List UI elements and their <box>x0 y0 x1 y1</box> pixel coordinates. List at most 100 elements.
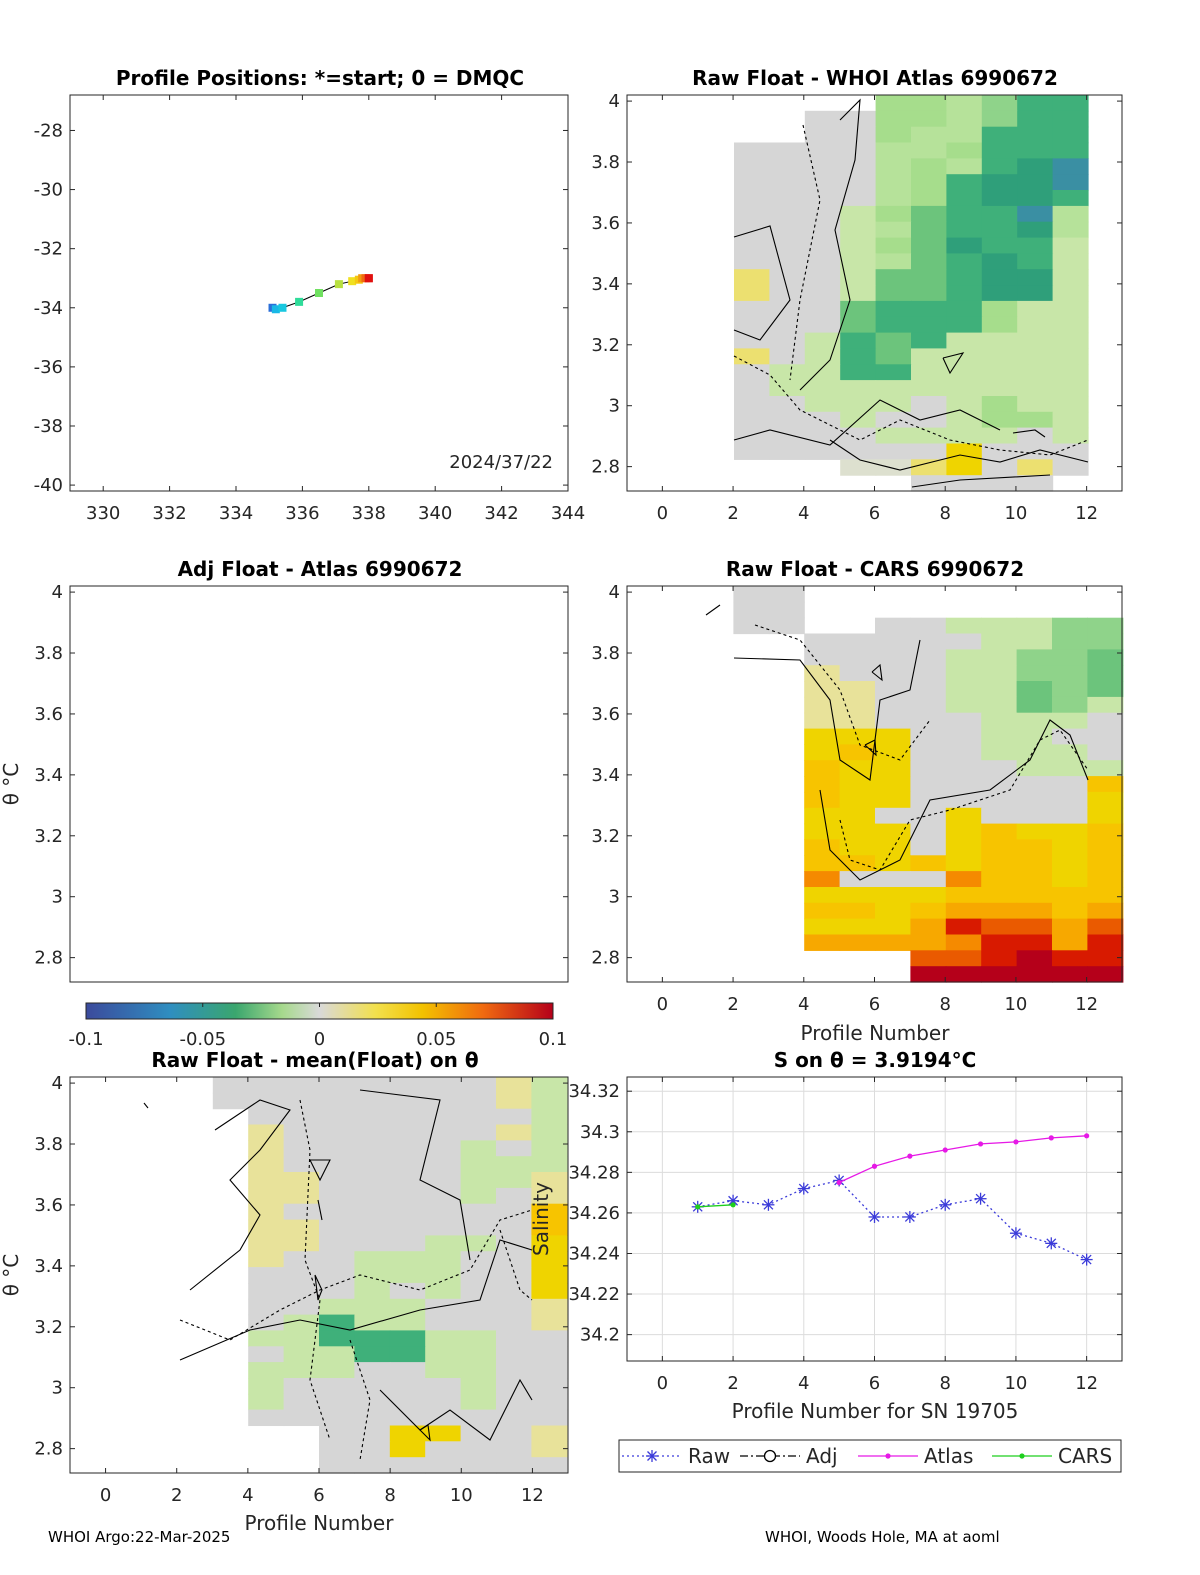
profile-position-point <box>348 277 357 286</box>
heatmap-cell <box>769 174 806 191</box>
heatmap-cell <box>840 364 877 381</box>
raw-marker-star <box>728 1195 739 1206</box>
heatmap-cell <box>1052 760 1088 777</box>
heatmap-cell <box>425 1124 462 1141</box>
heatmap-cell <box>531 1441 568 1458</box>
heatmap-cell <box>1087 712 1124 730</box>
heatmap-cell <box>945 807 982 825</box>
heatmap-cell <box>910 950 947 967</box>
heatmap-cell <box>911 348 947 365</box>
positions-title: Profile Positions: *=start; 0 = DMQC <box>116 66 524 90</box>
heatmap-cell <box>804 332 841 350</box>
heatmap-cell <box>460 1108 497 1126</box>
heatmap-cell <box>460 1077 497 1094</box>
heatmap-cell <box>839 681 876 698</box>
profile-position-point <box>315 289 323 297</box>
heatmap-cell <box>460 1314 497 1332</box>
heatmap-cell <box>319 1077 355 1094</box>
heatmap-cell <box>319 1140 355 1157</box>
heatmap-cell <box>946 475 983 492</box>
legend-label: CARS <box>1058 1444 1112 1468</box>
heatmap-cell <box>531 1457 568 1474</box>
heatmap-cell <box>840 158 877 175</box>
x-tick-label: 12 <box>1075 1373 1098 1394</box>
salinity-ticks: 0 2 4 6 8 10 12 34.32 34.3 34.28 34.26 34.24 34.22 34… <box>568 1077 1122 1394</box>
heatmap-cell <box>1016 760 1053 777</box>
heatmap-cell <box>319 1314 355 1332</box>
heatmap-cell <box>1087 791 1124 809</box>
heatmap-cell <box>248 1362 285 1379</box>
heatmap-cell <box>734 364 770 381</box>
heatmap-cell <box>1017 205 1054 223</box>
heatmap-cell <box>804 300 841 318</box>
heatmap-cell <box>1016 776 1053 793</box>
cars-series-point <box>730 1202 736 1208</box>
raw-marker-star <box>904 1212 915 1222</box>
heatmap-cell <box>496 1425 532 1442</box>
x-tick-label: 2 <box>727 503 738 524</box>
heatmap-cell <box>425 1378 462 1395</box>
heatmap-cell <box>1016 681 1053 698</box>
heatmap-cell <box>425 1267 462 1284</box>
heatmap-cell <box>460 1219 497 1237</box>
heatmap-cell <box>354 1235 391 1252</box>
heatmap-cell <box>734 332 770 350</box>
heatmap-cell <box>769 205 806 223</box>
heatmap-cell <box>769 396 806 413</box>
heatmap-cell <box>1016 839 1053 856</box>
heatmap-cell <box>283 1251 320 1268</box>
heatmap-cell <box>981 681 1018 698</box>
heatmap-cell <box>875 126 912 144</box>
heatmap-cell <box>248 1140 285 1157</box>
raw-cars-xlabel: Profile Number <box>801 1021 951 1045</box>
heatmap-cell <box>1052 855 1088 872</box>
heatmap-cell <box>981 950 1018 967</box>
heatmap-cell <box>1087 776 1124 793</box>
heatmap-cell <box>981 887 1018 904</box>
heatmap-cell <box>839 839 876 856</box>
heatmap-cell <box>389 1219 426 1237</box>
x-tick-label: 0 <box>100 1485 111 1506</box>
heatmap-cell <box>981 696 1018 714</box>
heatmap-cell <box>981 839 1018 856</box>
heatmap-cell <box>389 1251 426 1268</box>
heatmap-cell <box>248 1108 285 1126</box>
heatmap-cell <box>734 174 770 191</box>
raw-marker-star <box>763 1199 774 1210</box>
colorbar-tick-label: 0.1 <box>539 1029 568 1050</box>
heatmap-cell <box>1052 396 1089 413</box>
heatmap-cell <box>910 760 947 777</box>
heatmap-cell <box>945 728 982 746</box>
heatmap-cell <box>248 1077 285 1094</box>
heatmap-cell <box>460 1124 497 1141</box>
heatmap-cell <box>981 459 1018 476</box>
heatmap-cell <box>1016 617 1053 635</box>
x-tick-label: 4 <box>798 1373 809 1394</box>
heatmap-cell <box>248 1235 285 1252</box>
heatmap-cell <box>425 1108 462 1126</box>
heatmap-cell <box>911 142 947 159</box>
heatmap-cell <box>910 887 947 904</box>
heatmap-cell <box>945 696 982 714</box>
heatmap-cell <box>946 237 983 255</box>
heatmap-cell <box>945 966 982 983</box>
panel-raw-cars: Raw Float - CARS 6990672 0 2 4 6 8 10 12 4 3.8 3.… <box>591 557 1124 1045</box>
y-tick-label: 34.3 <box>580 1122 620 1143</box>
heatmap-cell <box>875 411 912 429</box>
heatmap-cell <box>531 1156 568 1173</box>
heatmap-cell <box>531 1393 568 1411</box>
heatmap-cell <box>1017 459 1054 476</box>
raw-marker-star <box>647 1451 657 1461</box>
heatmap-cell <box>769 316 806 334</box>
y-tick-label: 3.8 <box>591 152 620 173</box>
heatmap-cell <box>875 269 912 286</box>
heatmap-cell <box>804 316 841 334</box>
heatmap-cell <box>354 1092 391 1110</box>
heatmap-cell <box>768 586 805 603</box>
heatmap-cell <box>354 1346 391 1363</box>
heatmap-cell <box>1017 190 1054 207</box>
x-tick-label: 8 <box>939 503 950 524</box>
heatmap-cell <box>1052 871 1088 888</box>
heatmap-cell <box>283 1409 320 1427</box>
heatmap-cell <box>839 823 876 841</box>
